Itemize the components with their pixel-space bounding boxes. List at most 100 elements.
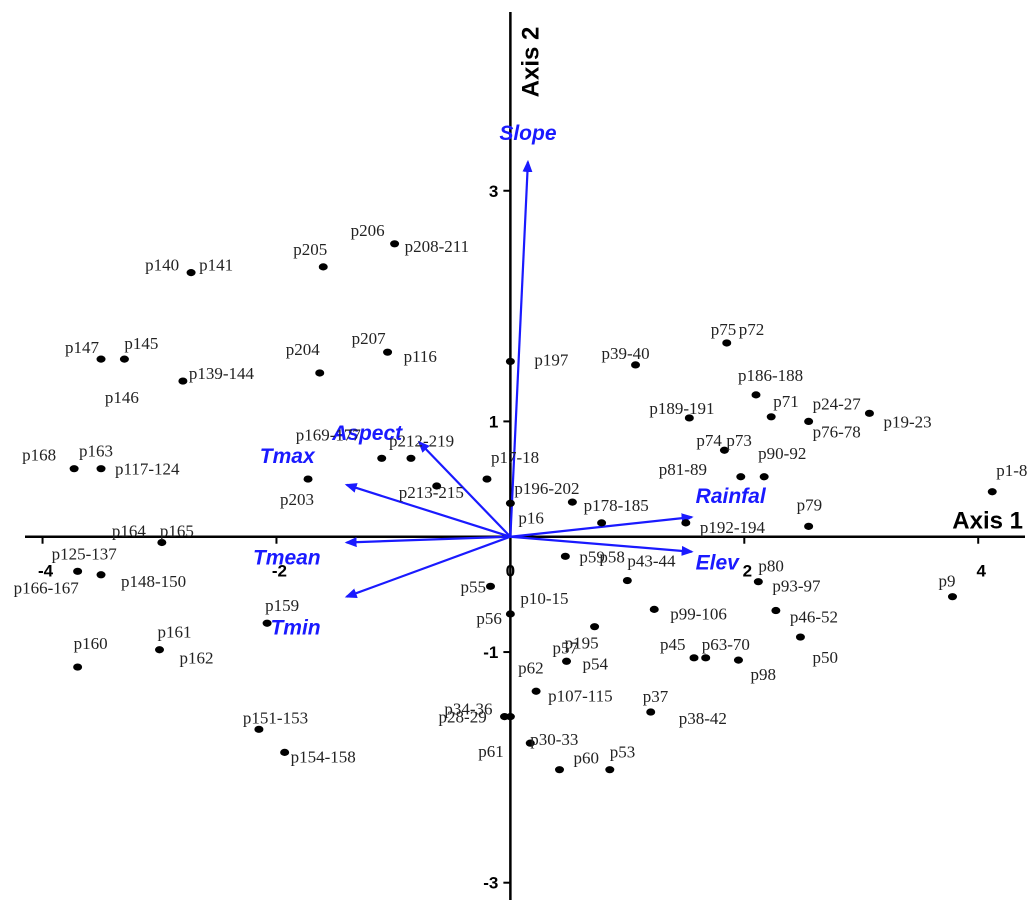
point-label: p50 [812, 648, 838, 667]
point-label: p19-23 [883, 412, 931, 431]
point-label: p151-153 [243, 708, 308, 727]
data-point [525, 739, 535, 747]
point-label: p160 [74, 634, 108, 653]
point-label: p39-40 [602, 344, 650, 363]
vector-aspect [417, 440, 512, 538]
data-point [567, 498, 577, 506]
data-point [947, 593, 957, 601]
x-tick-label: 2 [743, 562, 752, 581]
data-point [73, 663, 83, 671]
vector-tmin [344, 535, 511, 598]
vector-label-tmax: Tmax [260, 445, 316, 468]
point-label: p206 [351, 221, 385, 240]
point-label: p162 [180, 649, 214, 668]
point-label: p116 [404, 347, 437, 366]
point-label: p38-42 [679, 709, 727, 728]
data-point [562, 657, 572, 665]
data-point [590, 623, 600, 631]
point-label: p10-15 [520, 589, 568, 608]
y-axis-title: Axis 2 [517, 27, 544, 98]
point-label: p71 [773, 392, 799, 411]
data-point [736, 473, 746, 481]
data-point [560, 552, 570, 560]
point-label: p30-33 [530, 730, 578, 749]
point-label: p178-185 [584, 496, 649, 515]
point-label: p139-144 [189, 364, 255, 383]
point-label: p146 [105, 388, 139, 407]
data-point [262, 619, 272, 627]
point-label: p107-115 [548, 686, 613, 705]
vector-label-elev: Elev [696, 552, 741, 575]
data-point [186, 269, 196, 277]
point-label: p80 [758, 557, 784, 576]
vector-label-aspect: Aspect [331, 422, 403, 445]
point-label: p45 [660, 635, 686, 654]
point-label: p56 [476, 609, 502, 628]
point-label: p43-44 [627, 552, 676, 571]
point-label: p62 [518, 658, 544, 677]
data-point [646, 708, 656, 716]
data-point [751, 391, 761, 399]
data-point [254, 725, 264, 733]
point-label: p165 [160, 521, 194, 540]
vector-tmean [344, 535, 511, 548]
vector-elev [510, 535, 694, 556]
point-label: p46-52 [790, 608, 838, 627]
point-label: p57 [553, 638, 579, 657]
point-label: p189-191 [649, 399, 714, 418]
point-label: p59 [579, 547, 605, 566]
point-label: p98 [750, 665, 776, 684]
data-point [722, 339, 732, 347]
data-point [96, 571, 106, 579]
data-point [406, 454, 416, 462]
point-label: p63-70 [702, 635, 750, 654]
point-label: p75 [711, 320, 737, 339]
point-label: p166-167 [14, 578, 80, 597]
point-label: p76-78 [813, 422, 861, 441]
point-label: p53 [610, 743, 636, 762]
data-point [733, 656, 743, 664]
point-label: p117-124 [115, 460, 180, 479]
x-axis-title: Axis 1 [952, 508, 1023, 535]
y-tick-label: -3 [483, 874, 498, 893]
data-point [377, 454, 387, 462]
data-point [753, 578, 763, 586]
point-label: p28-29 [439, 708, 487, 727]
data-point [771, 606, 781, 615]
data-point [303, 475, 313, 483]
y-tick-label: 3 [489, 182, 498, 201]
point-label: p24-27 [813, 394, 862, 413]
point-label: p212-219 [389, 431, 454, 450]
vector-label-tmin: Tmin [270, 617, 320, 640]
vector-label-tmean: Tmean [253, 546, 321, 569]
vector-rainfal [510, 513, 694, 538]
point-label: p73 [726, 431, 752, 450]
x-tick-label: -2 [272, 562, 287, 581]
data-point [864, 409, 874, 417]
data-point [505, 357, 515, 366]
data-point [178, 377, 188, 385]
point-label: p34-36 [444, 700, 492, 719]
data-point [482, 475, 492, 483]
point-label: p79 [797, 495, 823, 514]
data-point [795, 633, 805, 641]
data-point [155, 646, 165, 654]
data-point [500, 713, 510, 721]
point-label: p55 [460, 577, 486, 596]
data-point [432, 482, 442, 490]
point-label: p164 [112, 521, 147, 540]
point-label: p186-188 [738, 366, 803, 385]
data-point [622, 576, 632, 585]
data-point [280, 748, 290, 756]
data-point [689, 654, 699, 662]
data-point [531, 687, 541, 695]
point-label: p93-97 [772, 577, 821, 596]
point-label: p58 [599, 547, 625, 566]
point-label: p37 [643, 687, 669, 706]
point-label: p195 [565, 634, 599, 653]
data-point [119, 355, 129, 363]
data-point [631, 361, 641, 369]
point-label: p163 [79, 442, 113, 461]
